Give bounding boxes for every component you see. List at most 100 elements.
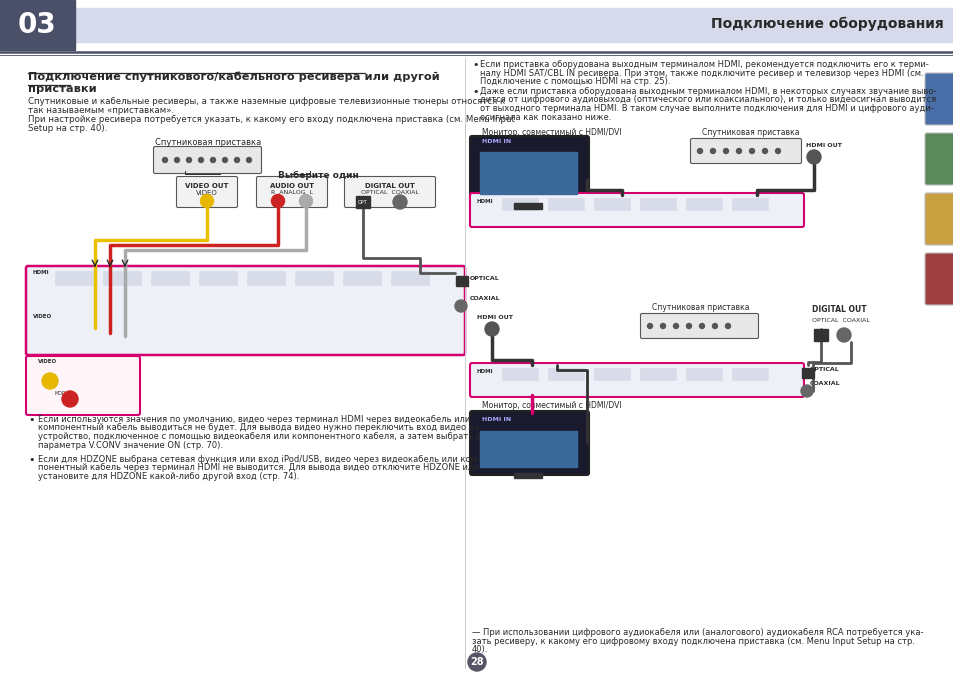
Bar — [731, 368, 767, 380]
Text: R  ANALOG  L: R ANALOG L — [271, 190, 313, 195]
Circle shape — [246, 157, 252, 163]
Text: Монитор, совместимый с HDMI/DVI: Монитор, совместимый с HDMI/DVI — [481, 128, 621, 137]
Circle shape — [749, 148, 754, 153]
Text: HDMI IN: HDMI IN — [481, 139, 511, 144]
Bar — [501, 198, 537, 210]
Circle shape — [186, 157, 192, 163]
Text: AUDIO OUT: AUDIO OUT — [270, 183, 314, 189]
Text: Даже если приставка оборудована выходным терминалом HDMI, в некоторых случаях зв: Даже если приставка оборудована выходным… — [479, 87, 936, 96]
Text: Подключение спутникового/кабельного ресивера или другой: Подключение спутникового/кабельного реси… — [28, 72, 439, 82]
Bar — [0, 0, 75, 50]
Text: Если для HDZONE выбрана сетевая функция или вход iPod/USB, видео через видеокабе: Если для HDZONE выбрана сетевая функция … — [38, 455, 479, 464]
Circle shape — [393, 195, 407, 209]
FancyBboxPatch shape — [470, 193, 803, 227]
Bar — [594, 198, 629, 210]
Text: HDMI: HDMI — [476, 369, 493, 374]
Text: VIDEO: VIDEO — [38, 359, 57, 364]
Circle shape — [775, 148, 780, 153]
FancyBboxPatch shape — [924, 193, 953, 245]
Text: — При использовании цифрового аудиокабеля или (аналогового) аудиокабеля RCA потр: — При использовании цифрового аудиокабел… — [472, 628, 923, 637]
Text: осигнала как показано ниже.: осигнала как показано ниже. — [479, 113, 611, 122]
Text: COAXIAL: COAXIAL — [470, 296, 500, 301]
Circle shape — [710, 148, 715, 153]
Bar — [685, 368, 721, 380]
Text: понентный кабель через терминал HDMI не выводится. Для вывода видео отключите HD: понентный кабель через терминал HDMI не … — [38, 464, 478, 472]
Circle shape — [722, 148, 728, 153]
Text: Подключение оборудования: Подключение оборудования — [711, 17, 943, 31]
Text: Если используются значения по умолчанию, видео через терминал HDMI через видеока: Если используются значения по умолчанию,… — [38, 415, 470, 424]
Text: HDMI IN: HDMI IN — [481, 417, 511, 422]
Text: HDMI OUT: HDMI OUT — [476, 315, 513, 320]
Bar — [479, 431, 577, 467]
Text: так называемым «приставкам».: так называемым «приставкам». — [28, 106, 174, 115]
Text: от выходного терминала HDMI. В таком случае выполните подключения для HDMI и циф: от выходного терминала HDMI. В таком слу… — [479, 104, 933, 113]
Bar — [685, 198, 721, 210]
Text: MODAL: MODAL — [55, 391, 72, 396]
Circle shape — [234, 157, 239, 163]
Circle shape — [736, 148, 740, 153]
Circle shape — [801, 385, 812, 397]
Circle shape — [484, 322, 498, 336]
Text: VIDEO OUT: VIDEO OUT — [185, 183, 229, 189]
Bar — [501, 368, 537, 380]
Bar — [813, 329, 827, 341]
Text: Подключение с помощью HDMI на стр. 25).: Подключение с помощью HDMI на стр. 25). — [479, 77, 670, 86]
Bar — [391, 271, 429, 285]
Text: Монитор, совместимый с HDMI/DVI: Монитор, совместимый с HDMI/DVI — [481, 401, 621, 410]
Text: Спутниковые и кабельные ресиверы, а также наземные цифровые телевизионные тюнеры: Спутниковые и кабельные ресиверы, а такж… — [28, 97, 505, 106]
Text: •: • — [472, 60, 478, 70]
FancyBboxPatch shape — [924, 73, 953, 125]
FancyBboxPatch shape — [176, 176, 237, 207]
Circle shape — [272, 194, 284, 207]
Circle shape — [712, 323, 717, 329]
FancyBboxPatch shape — [256, 176, 327, 207]
Bar — [514, 473, 541, 478]
Bar — [247, 271, 285, 285]
Circle shape — [699, 323, 703, 329]
Text: Спутниковая приставка: Спутниковая приставка — [701, 128, 799, 137]
Circle shape — [42, 373, 58, 389]
FancyBboxPatch shape — [924, 253, 953, 305]
Text: OPT: OPT — [357, 200, 368, 205]
Text: DIGITAL OUT: DIGITAL OUT — [811, 305, 865, 314]
FancyBboxPatch shape — [26, 356, 140, 415]
Bar — [75, 8, 953, 42]
Bar — [103, 271, 141, 285]
Bar — [639, 368, 676, 380]
Text: налу HDMI SAT/CBL IN ресивера. При этом, также подключите ресивер и телевизор че: налу HDMI SAT/CBL IN ресивера. При этом,… — [479, 68, 923, 78]
Circle shape — [299, 194, 313, 207]
Circle shape — [806, 150, 821, 164]
FancyBboxPatch shape — [470, 136, 588, 205]
Text: •: • — [28, 455, 34, 465]
Text: дится от цифрового аудиовыхода (оптического или коаксиального), и только видеоси: дится от цифрового аудиовыхода (оптическ… — [479, 95, 935, 105]
Text: •: • — [472, 87, 478, 97]
FancyBboxPatch shape — [26, 266, 464, 355]
Text: OPTICAL: OPTICAL — [470, 276, 499, 281]
Text: Если приставка оборудована выходным терминалом HDMI, рекомендуется подключить ег: Если приставка оборудована выходным терм… — [479, 60, 928, 69]
Circle shape — [162, 157, 168, 163]
Text: параметра V.CONV значение ON (стр. 70).: параметра V.CONV значение ON (стр. 70). — [38, 441, 223, 450]
Text: HDMI: HDMI — [476, 199, 493, 204]
Bar — [547, 368, 583, 380]
Circle shape — [761, 148, 767, 153]
Circle shape — [836, 328, 850, 342]
Bar — [343, 271, 380, 285]
FancyBboxPatch shape — [344, 176, 435, 207]
FancyBboxPatch shape — [924, 133, 953, 185]
Circle shape — [724, 323, 730, 329]
Circle shape — [211, 157, 215, 163]
Bar — [151, 271, 189, 285]
Bar — [294, 271, 333, 285]
Text: При настройке ресивера потребуется указать, к какому его входу подключена приста: При настройке ресивера потребуется указа… — [28, 115, 515, 124]
Text: 03: 03 — [18, 11, 57, 39]
FancyBboxPatch shape — [639, 313, 758, 338]
Text: VIDEO: VIDEO — [196, 190, 217, 196]
Circle shape — [198, 157, 203, 163]
Bar — [594, 368, 629, 380]
Bar — [479, 152, 577, 194]
FancyBboxPatch shape — [153, 146, 261, 173]
Circle shape — [697, 148, 701, 153]
Text: DIGITAL OUT: DIGITAL OUT — [365, 183, 415, 189]
Bar — [731, 198, 767, 210]
Bar — [801, 368, 813, 378]
